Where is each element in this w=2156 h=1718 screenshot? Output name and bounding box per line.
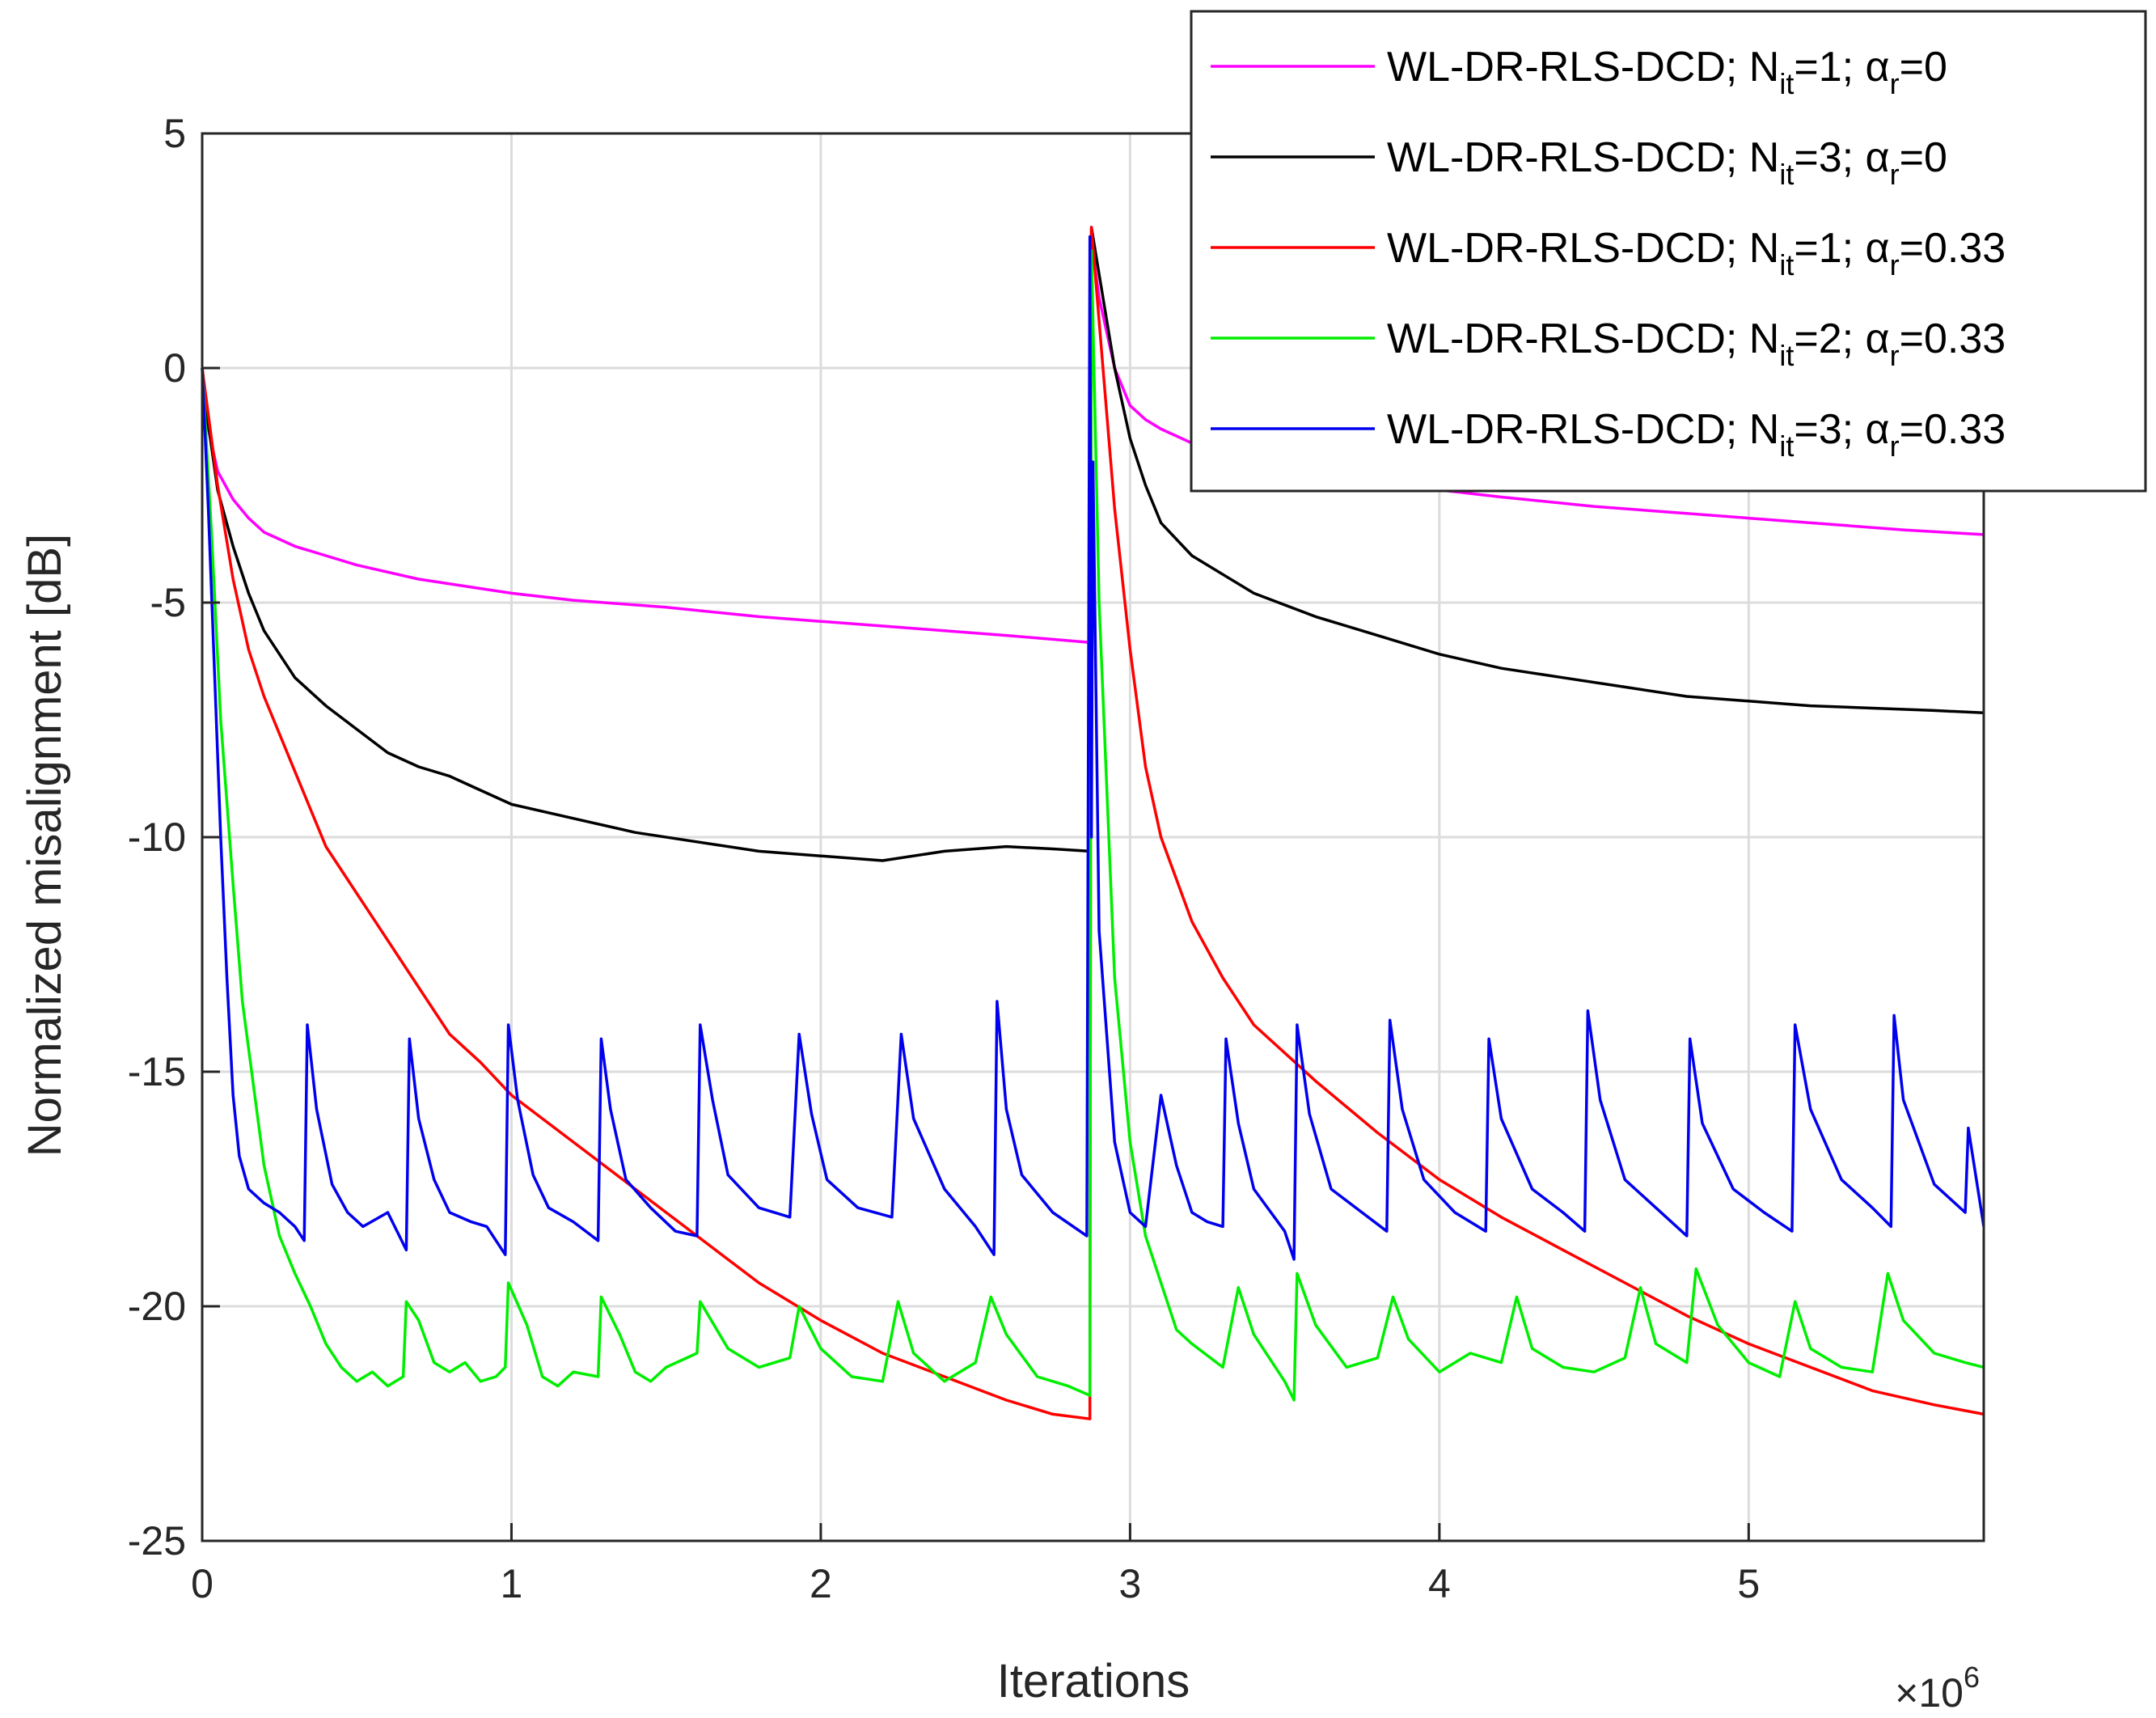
legend: WL-DR-RLS-DCD; Nit=1; αr=0 WL-DR-RLS-DCD;…: [1190, 10, 2147, 493]
series-line-5: [201, 235, 1985, 1261]
series-line-2: [201, 226, 1985, 862]
series-line-3: [201, 226, 1985, 1420]
y-tick-label-0: 5: [163, 111, 186, 156]
legend-label-2: WL-DR-RLS-DCD; Nit=3; αr=0: [1387, 134, 1947, 191]
x-axis-multiplier: ×106: [1895, 1661, 1980, 1716]
ticks: [201, 132, 1750, 1542]
x-tick-label-3: 3: [1118, 1561, 1141, 1606]
y-tick-label-3: -10: [128, 815, 186, 860]
legend-label-1: WL-DR-RLS-DCD; Nit=1; αr=0: [1387, 44, 1947, 100]
y-tick-label-5: -20: [128, 1284, 186, 1329]
x-tick-label-5: 5: [1737, 1561, 1760, 1606]
x-axis-title: Iterations: [997, 1655, 1190, 1707]
x-tick-label-2: 2: [810, 1561, 832, 1606]
y-tick-label-2: -5: [150, 580, 186, 625]
y-tick-labels: 5 0 -5 -10 -15 -20 -25: [128, 111, 186, 1564]
x-axis-multiplier-base: ×10: [1895, 1670, 1964, 1716]
x-axis-multiplier-exponent: 6: [1964, 1661, 1980, 1694]
x-tick-label-1: 1: [501, 1561, 523, 1606]
y-tick-label-4: -15: [128, 1049, 186, 1094]
y-axis-title: Normalized misalignment [dB]: [19, 534, 71, 1157]
legend-box: [1190, 10, 2147, 493]
y-tick-label-6: -25: [128, 1518, 186, 1564]
series-lines: [201, 226, 1985, 1420]
legend-label-4: WL-DR-RLS-DCD; Nit=2; αr=0.33: [1387, 315, 2006, 372]
x-tick-labels: 0 1 2 3 4 5: [191, 1561, 1760, 1606]
series-line-4: [201, 249, 1985, 1402]
legend-entries: WL-DR-RLS-DCD; Nit=1; αr=0 WL-DR-RLS-DCD;…: [1211, 44, 2006, 463]
x-tick-label-0: 0: [191, 1561, 213, 1606]
x-tick-label-4: 4: [1428, 1561, 1451, 1606]
legend-label-5: WL-DR-RLS-DCD; Nit=3; αr=0.33: [1387, 406, 2006, 463]
legend-label-3: WL-DR-RLS-DCD; Nit=1; αr=0.33: [1387, 225, 2006, 281]
y-tick-label-1: 0: [163, 345, 186, 391]
